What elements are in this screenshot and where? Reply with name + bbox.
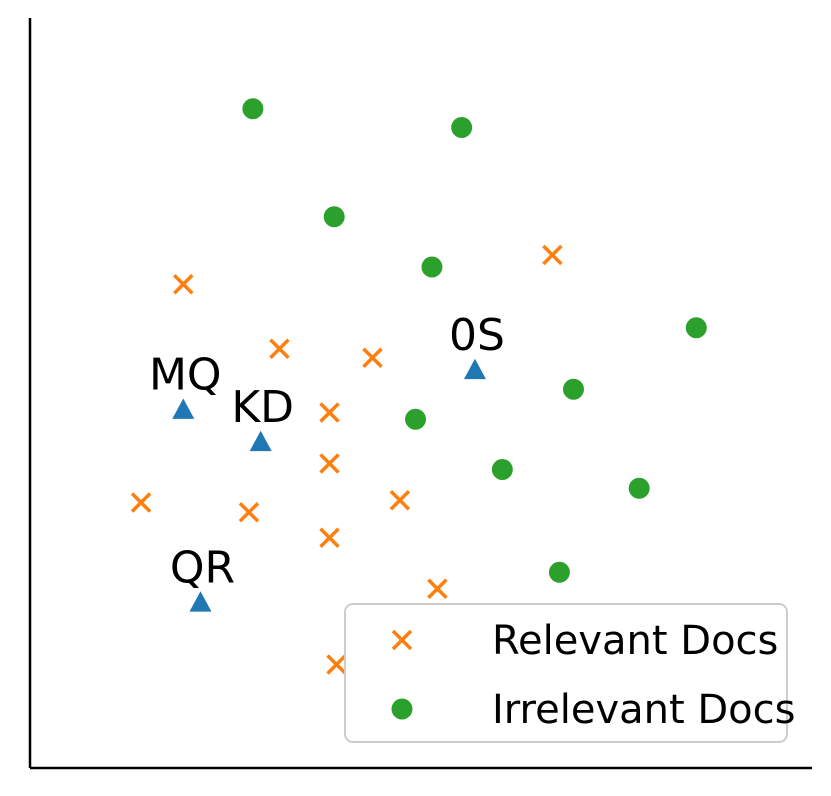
method-point xyxy=(463,358,486,380)
point-label: QR xyxy=(170,542,235,593)
method-point xyxy=(249,430,272,452)
irrelevant-doc-point xyxy=(491,459,513,480)
legend: Relevant Docs Irrelevant Docs xyxy=(344,603,795,743)
relevant-doc-point xyxy=(389,490,411,511)
method-point xyxy=(189,591,212,612)
point-label: 0S xyxy=(449,310,505,361)
relevant-doc-point xyxy=(173,274,194,295)
relevant-doc-point xyxy=(319,453,340,474)
irrelevant-doc-point xyxy=(242,98,264,120)
method-point xyxy=(172,398,195,419)
points-layer xyxy=(130,98,707,675)
relevant-doc-point xyxy=(269,338,290,359)
irrelevant-doc-point xyxy=(685,317,707,339)
irrelevant-doc-point xyxy=(405,408,427,430)
relevant-doc-point xyxy=(319,527,340,548)
legend-label: Relevant Docs xyxy=(492,618,778,664)
point-label: KD xyxy=(231,382,294,433)
irrelevant-doc-point xyxy=(323,206,345,228)
irrelevant-doc-point xyxy=(628,477,650,499)
irrelevant-doc-point xyxy=(451,117,473,138)
legend-relevant-marker xyxy=(391,629,413,651)
point-label: MQ xyxy=(149,350,222,401)
relevant-doc-point xyxy=(326,654,347,675)
relevant-doc-point xyxy=(238,502,260,523)
legend-box xyxy=(344,603,788,743)
relevant-doc-point xyxy=(427,578,448,599)
irrelevant-doc-point xyxy=(562,378,584,400)
irrelevant-doc-point xyxy=(548,561,570,583)
relevant-doc-point xyxy=(319,402,340,423)
relevant-doc-point xyxy=(362,347,383,368)
legend-irrelevant-marker xyxy=(391,698,413,720)
relevant-doc-point xyxy=(542,244,563,266)
legend-label: Irrelevant Docs xyxy=(492,687,795,733)
relevant-doc-point xyxy=(130,492,152,513)
irrelevant-doc-point xyxy=(421,256,443,278)
